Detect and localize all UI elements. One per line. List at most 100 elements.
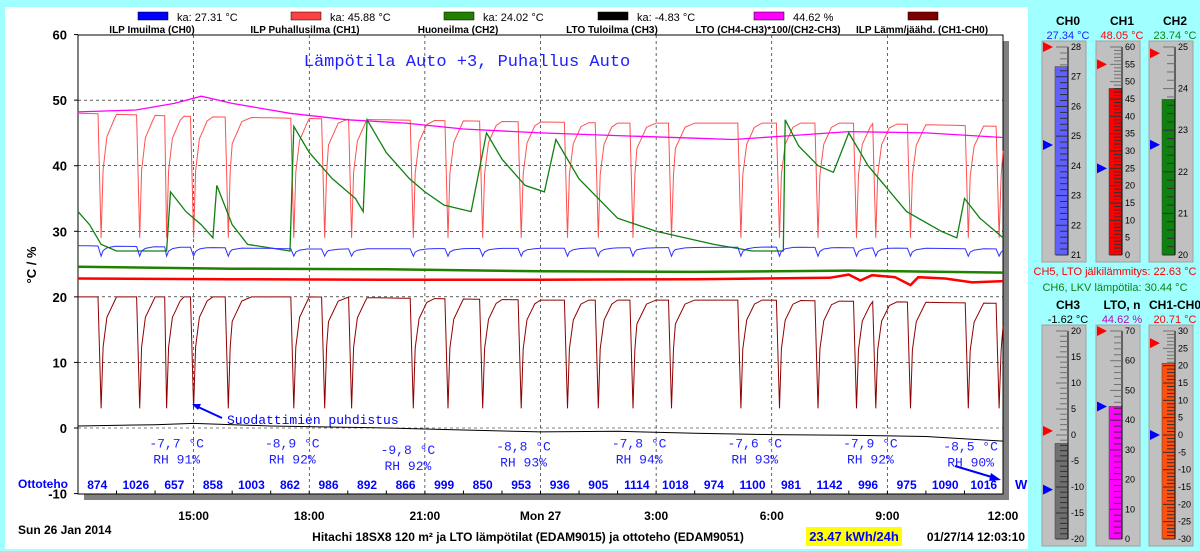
gauge-tick-label: 23 (1071, 191, 1081, 201)
outdoor-rh: RH 91% (153, 452, 200, 467)
gauge-tick-label: 21 (1071, 250, 1081, 260)
outdoor-rh: RH 93% (731, 452, 778, 467)
ottoteho-unit: W (1015, 477, 1028, 492)
energy-badge (806, 527, 902, 546)
gauge-ch0: CH0 27.34 °C 21 22 23 24 25 26 27 28 (1041, 14, 1090, 263)
y-tick-label: 60 (53, 28, 67, 43)
y-tick-label: -10 (48, 487, 67, 502)
gauge-tick-label: 10 (1071, 378, 1081, 388)
x-tick-label: Mon 27 (520, 509, 562, 523)
ottoteho-value: 858 (203, 478, 223, 492)
series-line-6 (78, 296, 1004, 409)
gauge-tick-label: 70 (1125, 326, 1135, 336)
gauge-label: LTO, n (1104, 298, 1141, 312)
legend-label: LTO Tuloilma (CH3) (566, 25, 658, 36)
legend-swatch (907, 11, 939, 21)
gauge-tick-label: 25 (1178, 42, 1188, 52)
ottoteho-value: 936 (550, 478, 570, 492)
min-marker-icon (1043, 140, 1053, 151)
footer-title: Hitachi 18SX8 120 m² ja LTO lämpötilat (… (312, 530, 744, 544)
gauge-tick-label: 10 (1125, 215, 1135, 225)
gauge-value: 44.62 % (1102, 314, 1143, 326)
gauge-value: 23.74 °C (1154, 30, 1197, 42)
gauge-tick-label: 55 (1125, 59, 1135, 69)
gauge-tick-label: -25 (1178, 517, 1191, 527)
y-tick-label: 30 (53, 224, 67, 239)
gauge-tick-label: 15 (1125, 198, 1135, 208)
outdoor-temp: -8,8 °C (496, 440, 551, 455)
arrowhead-icon (192, 404, 201, 410)
series-line-4 (77, 265, 1004, 274)
legend-swatch (137, 11, 169, 21)
gauge-fill (1161, 99, 1176, 256)
gauge-tick-label: 50 (1125, 77, 1135, 87)
y-tick-label: 20 (53, 290, 67, 305)
x-tick-label: 21:00 (410, 509, 441, 523)
gauge-tick-label: 0 (1071, 430, 1076, 440)
gauge-tick-label: 5 (1071, 404, 1076, 414)
gauge-tick-label: 40 (1125, 111, 1135, 121)
ottoteho-value: 1100 (739, 478, 765, 492)
gauge-label: CH0 (1056, 14, 1080, 28)
gauge-tick-label: 0 (1125, 534, 1130, 544)
gauge-tick-label: 24 (1071, 161, 1081, 171)
ottoteho-value: 850 (473, 478, 493, 492)
gauge-tick-label: -5 (1178, 447, 1186, 457)
series-line-3 (77, 245, 1004, 258)
annotation-text: Suodattimien puhdistus (227, 413, 399, 428)
gauge-tick-label: 20 (1125, 475, 1135, 485)
legend-average: 44.62 % (793, 12, 834, 24)
ottoteho-value: 1018 (662, 478, 689, 492)
outdoor-rh: RH 92% (269, 452, 316, 467)
outdoor-temp: -7,8 °C (612, 436, 667, 451)
gauge-value: 20.71 °C (1154, 314, 1197, 326)
gauge-panel: CH5, LTO jälkilämmitys: 22.63 °C CH6, LK… (1034, 14, 1200, 547)
gauge-ch1-ch0: CH1-CH0 20.71 °C -30 -25 -20 -15 -10 -5 0 5 10 15 20… (1148, 298, 1200, 547)
series-line-0 (77, 112, 1004, 238)
gauge-tick-label: -20 (1178, 499, 1191, 509)
outdoor-rh: RH 93% (500, 456, 547, 471)
y-tick-label: 0 (60, 421, 67, 436)
gauge-tick-label: -20 (1071, 534, 1084, 544)
gauge-tick-label: 60 (1125, 356, 1135, 366)
date-label: Sun 26 Jan 2014 (18, 523, 112, 537)
legend-label: ILP Puhallusilma (CH1) (250, 25, 359, 36)
gauge-label: CH1-CH0 (1149, 298, 1200, 312)
gauge-tick-label: 30 (1125, 146, 1135, 156)
y-tick-label: 50 (53, 93, 67, 108)
gauge-fill (1054, 443, 1069, 540)
ottoteho-value: 1114 (624, 478, 650, 492)
legend-label: ILP Lämm/jäähd. (CH1-CH0) (856, 25, 988, 36)
x-tick-label: 12:00 (988, 509, 1019, 523)
ottoteho-value: 953 (511, 478, 531, 492)
ottoteho-value: 905 (588, 478, 608, 492)
gauge-tick-label: -30 (1178, 534, 1191, 544)
gauge-label: CH2 (1163, 14, 1187, 28)
min-marker-icon (1150, 430, 1160, 440)
ch6-readout: CH6, LKV lämpötila: 30.44 °C (1042, 282, 1187, 294)
ottoteho-value: 862 (280, 478, 300, 492)
ottoteho-value: 1003 (238, 478, 265, 492)
arrow-icon (195, 405, 223, 419)
gauge-tick-label: 30 (1125, 445, 1135, 455)
ottoteho-value: 974 (704, 478, 724, 492)
series-group (77, 95, 1004, 442)
gauge-value: 48.05 °C (1101, 30, 1144, 42)
grid (78, 35, 1003, 494)
legend-average: ka: 45.88 °C (330, 12, 391, 24)
gauge-tick-label: 20 (1071, 326, 1081, 336)
x-tick-label: 9:00 (875, 509, 899, 523)
max-marker-icon (1097, 326, 1107, 336)
legend-label: LTO (CH4-CH3)*100/(CH2-CH3) (695, 25, 840, 36)
y-tick-label: 40 (53, 159, 67, 174)
ottoteho-value: 975 (897, 478, 917, 492)
outdoor-temp: -7,6 °C (727, 436, 782, 451)
ottoteho-value: 657 (164, 478, 184, 492)
gauge-value: 27.34 °C (1047, 30, 1090, 42)
series-line-5 (77, 273, 1004, 287)
gauge-tick-label: -15 (1178, 482, 1191, 492)
timestamp: 01/27/14 12:03:10 (927, 530, 1025, 544)
series-line-2 (77, 117, 1004, 252)
max-marker-icon (1150, 338, 1160, 349)
max-marker-icon (1043, 42, 1053, 52)
